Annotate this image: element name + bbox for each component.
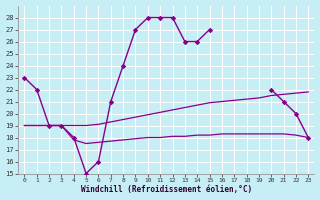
X-axis label: Windchill (Refroidissement éolien,°C): Windchill (Refroidissement éolien,°C) <box>81 185 252 194</box>
